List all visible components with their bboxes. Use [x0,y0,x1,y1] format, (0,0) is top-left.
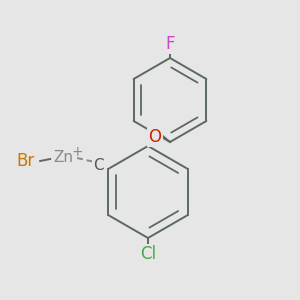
Text: Br: Br [16,152,34,170]
Text: C: C [93,158,104,173]
Text: Cl: Cl [140,245,156,263]
Text: Zn: Zn [53,151,73,166]
Text: F: F [165,35,175,53]
Text: +: + [71,145,83,159]
Text: O: O [148,128,161,146]
